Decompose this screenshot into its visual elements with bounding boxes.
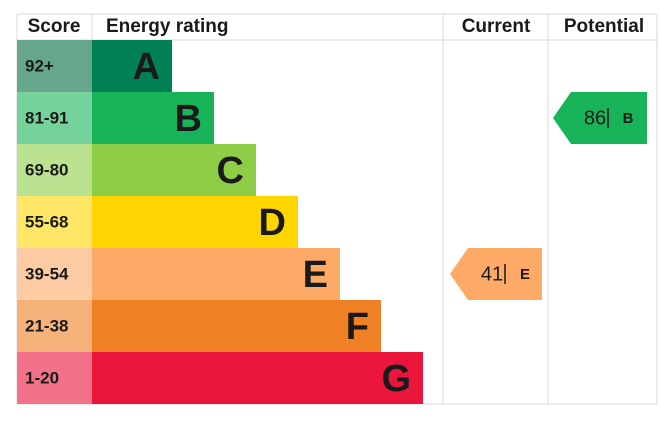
score-cell [17,40,92,92]
current-arrow [450,248,542,300]
score-label: 81-91 [25,108,68,127]
rating-letter: F [346,306,369,348]
score-cell [17,300,92,352]
rating-letter: E [303,254,328,296]
score-label: 55-68 [25,212,68,231]
rating-letter: A [133,46,160,88]
score-cell [17,352,92,404]
rating-letter: B [175,98,202,140]
potential-score: 86 [584,107,606,129]
score-label: 69-80 [25,160,68,179]
score-cell [17,92,92,144]
score-cell [17,144,92,196]
potential-arrow [553,92,647,144]
rating-bar [92,248,340,300]
score-label: 1-20 [25,368,59,387]
score-label: 39-54 [25,264,69,283]
rating-bar [92,40,172,92]
rating-letter: C [217,150,244,192]
rating-bar [92,144,256,196]
header-potential: Potential [564,16,644,37]
rating-bar [92,300,381,352]
rating-letter: G [381,358,411,400]
rating-letter: D [259,202,286,244]
score-cell [17,196,92,248]
header-score: Score [28,16,81,37]
score-label: 92+ [25,56,54,75]
score-cell [17,248,92,300]
header-current: Current [462,16,531,37]
current-letter: E [520,266,530,283]
potential-letter: B [623,110,634,127]
rating-bar [92,196,298,248]
rating-bar [92,92,214,144]
rating-bar [92,352,423,404]
header-rating: Energy rating [106,16,228,37]
current-score: 41 [481,263,503,285]
score-label: 21-38 [25,316,68,335]
